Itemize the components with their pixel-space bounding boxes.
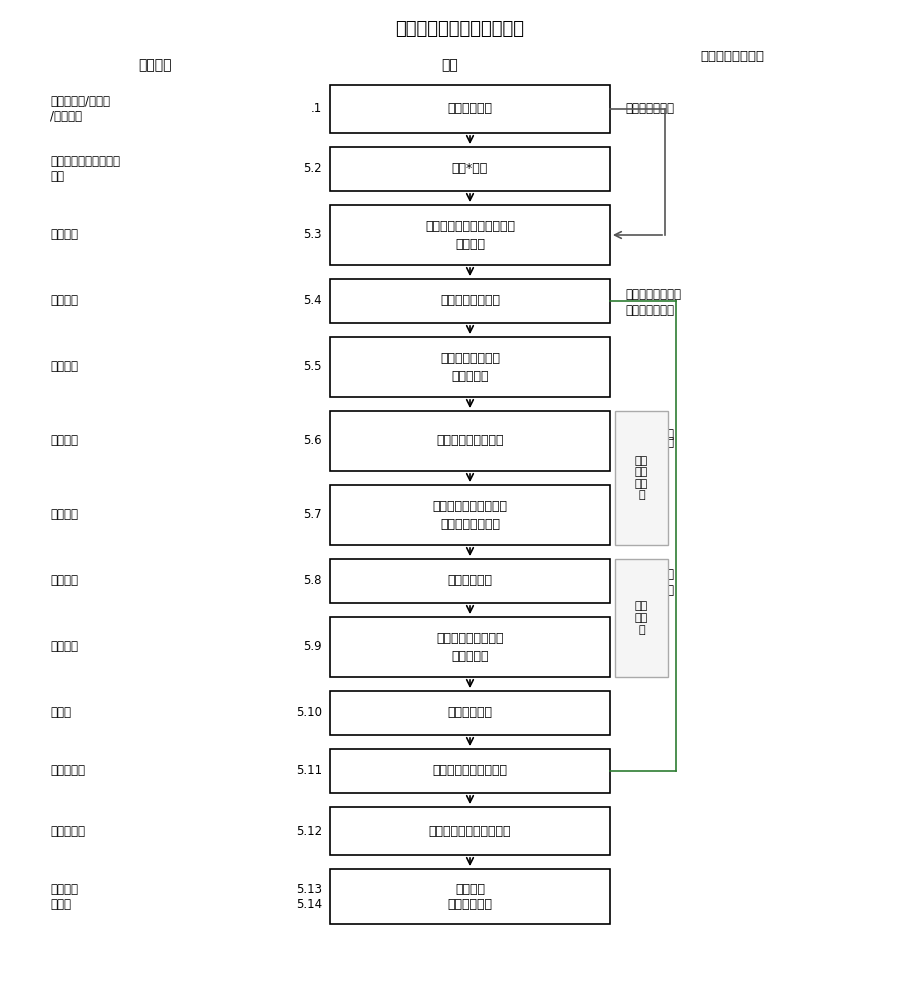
Text: 汩报*反馈: 汩报*反馈: [451, 163, 488, 175]
Text: 作业指导书、记录: 作业指导书、记录: [699, 50, 763, 63]
Text: 责任单位: 责任单位: [50, 294, 78, 307]
Text: 重大质量故障整改工作流程: 重大质量故障整改工作流程: [395, 20, 524, 38]
Text: 改进方案及验证
方法评审表》: 改进方案及验证 方法评审表》: [624, 436, 674, 464]
Text: 改方案（或计划）: 改方案（或计划）: [439, 518, 499, 531]
Text: 职责岗位: 职责岗位: [138, 58, 172, 72]
Text: 5.4: 5.4: [303, 294, 322, 307]
Text: 流程: 流程: [441, 58, 458, 72]
Text: 整改方案和计划评审: 整改方案和计划评审: [436, 435, 504, 448]
Text: 责任单位: 责任单位: [50, 640, 78, 653]
Text: 公司档案
管理部: 公司档案 管理部: [50, 882, 78, 910]
Text: 责任单位: 责任单位: [50, 508, 78, 521]
Text: 5.8: 5.8: [303, 574, 322, 587]
Text: 各责任单位: 各责任单位: [50, 765, 85, 778]
Bar: [330, 279, 609, 323]
Text: 责任单位: 责任单位: [50, 574, 78, 587]
Bar: [330, 147, 609, 191]
Text: 《重大质量故障: 《重大质量故障: [624, 428, 674, 441]
Text: 考核通报: 考核通报: [624, 508, 652, 521]
Text: 5.5: 5.5: [303, 361, 322, 374]
Bar: [330, 749, 609, 793]
Text: 组织制订整改方案: 组织制订整改方案: [439, 353, 499, 366]
Text: 组织深入调查分析: 组织深入调查分析: [439, 294, 499, 307]
Text: 整改跟踪，方案（或: 整改跟踪，方案（或: [436, 632, 504, 645]
Text: 5.9: 5.9: [303, 640, 322, 653]
Text: 5.2: 5.2: [303, 163, 322, 175]
Text: 责任
确定
及考
核: 责任 确定 及考 核: [634, 456, 647, 500]
Text: 检讨
与承
诺: 检讨 与承 诺: [634, 601, 647, 635]
Text: 5.7: 5.7: [303, 508, 322, 521]
Text: 相关单位的技术质量负
责人: 相关单位的技术质量负 责人: [50, 155, 119, 183]
Bar: [330, 485, 609, 545]
Text: .1: .1: [311, 103, 322, 116]
Bar: [330, 337, 609, 397]
Text: 管理部: 管理部: [50, 707, 71, 720]
Text: 紧急处理: 紧急处理: [455, 238, 484, 251]
Text: 责任单位: 责任单位: [50, 228, 78, 241]
Text: 5.3: 5.3: [303, 228, 322, 241]
Text: 整改计划总表》: 整改计划总表》: [624, 583, 674, 596]
Text: 《重大质量问题: 《重大质量问题: [624, 567, 674, 580]
Bar: [330, 411, 609, 471]
Bar: [330, 85, 609, 133]
Bar: [330, 205, 609, 265]
Text: 5.10: 5.10: [296, 707, 322, 720]
Text: 启动审批流程，发布整: 启动审批流程，发布整: [432, 500, 507, 513]
Text: 质量信息反馈单: 质量信息反馈单: [624, 103, 674, 116]
Text: 故障信息收集: 故障信息收集: [447, 103, 492, 116]
Bar: [330, 691, 609, 735]
Text: 5.12: 5.12: [296, 825, 322, 837]
Text: （或计划）: （或计划）: [450, 371, 488, 384]
Text: 责任单位: 责任单位: [50, 435, 78, 448]
Text: 5.6: 5.6: [303, 435, 322, 448]
Text: 5.11: 5.11: [296, 765, 322, 778]
Text: 《重大质量故障分: 《重大质量故障分: [624, 287, 680, 300]
Text: 右效措施固化、标准化: 右效措施固化、标准化: [432, 765, 507, 778]
Text: 计划）完善: 计划）完善: [450, 650, 488, 663]
Bar: [330, 807, 609, 855]
Text: 5.13
5.14: 5.13 5.14: [296, 882, 322, 910]
Bar: [330, 869, 609, 924]
Bar: [330, 617, 609, 677]
Text: 责任单位: 责任单位: [50, 361, 78, 374]
Text: 各责任单位/业务员
/技术中心: 各责任单位/业务员 /技术中心: [50, 95, 110, 123]
Bar: [614, 559, 667, 677]
Text: 析与纠正报告》: 析与纠正报告》: [624, 303, 674, 316]
Text: 典型案例编写与经验交流: 典型案例编写与经验交流: [428, 825, 511, 837]
Text: 初步统计分析，咋存成品等: 初步统计分析，咋存成品等: [425, 220, 515, 233]
Text: 故障闭环确认: 故障闭环确认: [447, 707, 492, 720]
Text: 资料归档
责任确认通报: 资料归档 责任确认通报: [447, 882, 492, 910]
Text: 建立整改台帐: 建立整改台帐: [447, 574, 492, 587]
Text: 各责任单位: 各责任单位: [50, 825, 85, 837]
Bar: [330, 559, 609, 603]
Bar: [614, 411, 667, 545]
